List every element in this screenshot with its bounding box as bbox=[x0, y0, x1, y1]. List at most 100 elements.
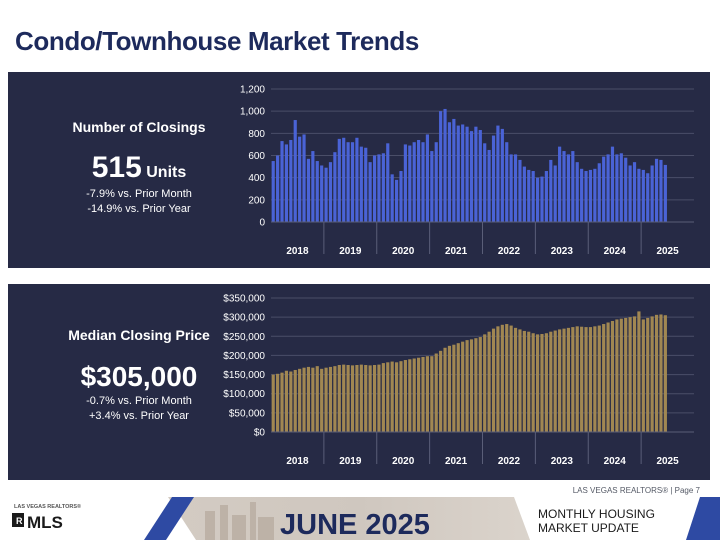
closings-bar bbox=[342, 137, 346, 222]
footer-graphic: R LAS VEGAS REALTORS® MLS JUNE 2025 MONT… bbox=[0, 497, 720, 540]
closings-bar bbox=[637, 168, 641, 222]
price-bar bbox=[280, 372, 284, 432]
closings-bar bbox=[628, 165, 632, 222]
closings-change-month: -7.9% vs. Prior Month bbox=[86, 188, 192, 200]
closings-ytick-label: 0 bbox=[259, 218, 265, 229]
price-bar bbox=[306, 366, 311, 432]
mls-logo-initial: R bbox=[16, 516, 23, 526]
price-label: Median Closing Price bbox=[68, 327, 210, 343]
price-bar bbox=[646, 317, 650, 432]
price-bar bbox=[659, 314, 663, 432]
closings-bar bbox=[430, 151, 434, 222]
closings-panel: Number of Closings 515 Units -7.9% vs. P… bbox=[8, 72, 710, 268]
closings-bar bbox=[487, 149, 491, 222]
price-bar bbox=[483, 334, 487, 432]
price-bar bbox=[478, 337, 482, 432]
blue-stripe-left bbox=[144, 497, 194, 540]
price-bar bbox=[487, 331, 491, 432]
closings-ytick-label: 600 bbox=[248, 151, 265, 162]
closings-bar bbox=[456, 125, 460, 222]
price-bar bbox=[368, 365, 372, 432]
price-bar bbox=[597, 325, 601, 432]
closings-bar bbox=[593, 168, 597, 222]
price-bar bbox=[500, 324, 504, 432]
footer-banner: R LAS VEGAS REALTORS® MLS JUNE 2025 MONT… bbox=[0, 497, 720, 540]
closings-bar bbox=[425, 134, 430, 222]
price-change-year: +3.4% vs. Prior Year bbox=[89, 410, 189, 422]
closings-bar bbox=[469, 131, 474, 222]
price-ytick-label: $350,000 bbox=[223, 294, 265, 305]
closings-bar bbox=[368, 162, 372, 222]
closings-bar bbox=[381, 153, 385, 222]
closings-value-line: 515 Units bbox=[8, 151, 270, 185]
closings-bar bbox=[412, 142, 416, 222]
price-bar bbox=[474, 338, 478, 432]
price-bar bbox=[403, 360, 407, 432]
closings-bar bbox=[558, 146, 562, 222]
closings-bar bbox=[337, 138, 341, 222]
closings-bar bbox=[544, 171, 548, 222]
closings-bar bbox=[333, 152, 337, 222]
price-bar bbox=[315, 366, 319, 432]
price-ytick-label: $0 bbox=[254, 428, 266, 439]
closings-value: 515 bbox=[91, 151, 142, 184]
closings-bar bbox=[580, 168, 584, 222]
closings-bar bbox=[632, 162, 637, 222]
closings-bar bbox=[491, 135, 496, 222]
price-bar bbox=[513, 327, 518, 432]
price-bar bbox=[337, 365, 341, 432]
closings-bar bbox=[624, 157, 628, 222]
closings-bar bbox=[553, 165, 557, 222]
closings-bar bbox=[443, 108, 447, 222]
closings-bar bbox=[500, 128, 504, 222]
price-bar bbox=[390, 361, 394, 432]
price-year-label: 2019 bbox=[339, 456, 362, 467]
closings-bar bbox=[320, 165, 324, 222]
price-bar bbox=[439, 350, 443, 432]
price-bar bbox=[456, 343, 460, 432]
price-bar bbox=[619, 318, 623, 432]
closings-bar bbox=[421, 142, 425, 222]
closings-bar bbox=[518, 159, 522, 222]
price-bar bbox=[328, 366, 333, 432]
price-bar bbox=[461, 341, 465, 432]
price-bar bbox=[518, 329, 522, 432]
closings-bar bbox=[535, 177, 540, 222]
closings-bar bbox=[531, 171, 535, 222]
blue-stripe-right bbox=[686, 497, 720, 540]
price-bar bbox=[553, 330, 557, 432]
price-bar bbox=[593, 326, 597, 432]
price-bar bbox=[434, 353, 438, 432]
closings-bar bbox=[571, 151, 575, 222]
closings-bar bbox=[306, 158, 311, 222]
closings-bar bbox=[386, 143, 390, 222]
closings-kpi: Number of Closings 515 Units -7.9% vs. P… bbox=[8, 119, 270, 217]
page-credit: LAS VEGAS REALTORS® | Page 7 bbox=[572, 486, 700, 495]
price-bar bbox=[289, 371, 293, 432]
closings-change-year: -14.9% vs. Prior Year bbox=[87, 203, 191, 215]
closings-bar bbox=[417, 139, 421, 222]
closings-bar bbox=[328, 162, 333, 222]
closings-bar bbox=[483, 143, 487, 222]
closings-unit: Units bbox=[146, 164, 187, 181]
price-bar bbox=[624, 317, 628, 432]
closings-bar bbox=[619, 153, 623, 222]
price-bar bbox=[452, 344, 456, 432]
closings-year-label: 2025 bbox=[656, 246, 679, 257]
price-bar bbox=[377, 364, 381, 432]
price-bar bbox=[527, 331, 531, 432]
price-bar bbox=[544, 333, 548, 432]
price-bar bbox=[421, 356, 425, 432]
price-bar bbox=[372, 365, 377, 432]
closings-bar bbox=[298, 136, 302, 222]
closings-bar bbox=[597, 163, 601, 222]
price-bar bbox=[346, 365, 350, 432]
price-year-label: 2024 bbox=[604, 456, 627, 467]
closings-bar bbox=[650, 165, 654, 222]
issue-date: JUNE 2025 bbox=[280, 509, 430, 540]
page-title: Condo/Townhouse Market Trends bbox=[15, 26, 419, 56]
price-bar bbox=[610, 320, 615, 432]
price-ytick-label: $200,000 bbox=[223, 351, 265, 362]
closings-chart: 0 200 400 600 800 1,000 1,200 2018 2019 2020 2021 2… bbox=[240, 85, 694, 257]
closings-bar bbox=[522, 166, 526, 222]
